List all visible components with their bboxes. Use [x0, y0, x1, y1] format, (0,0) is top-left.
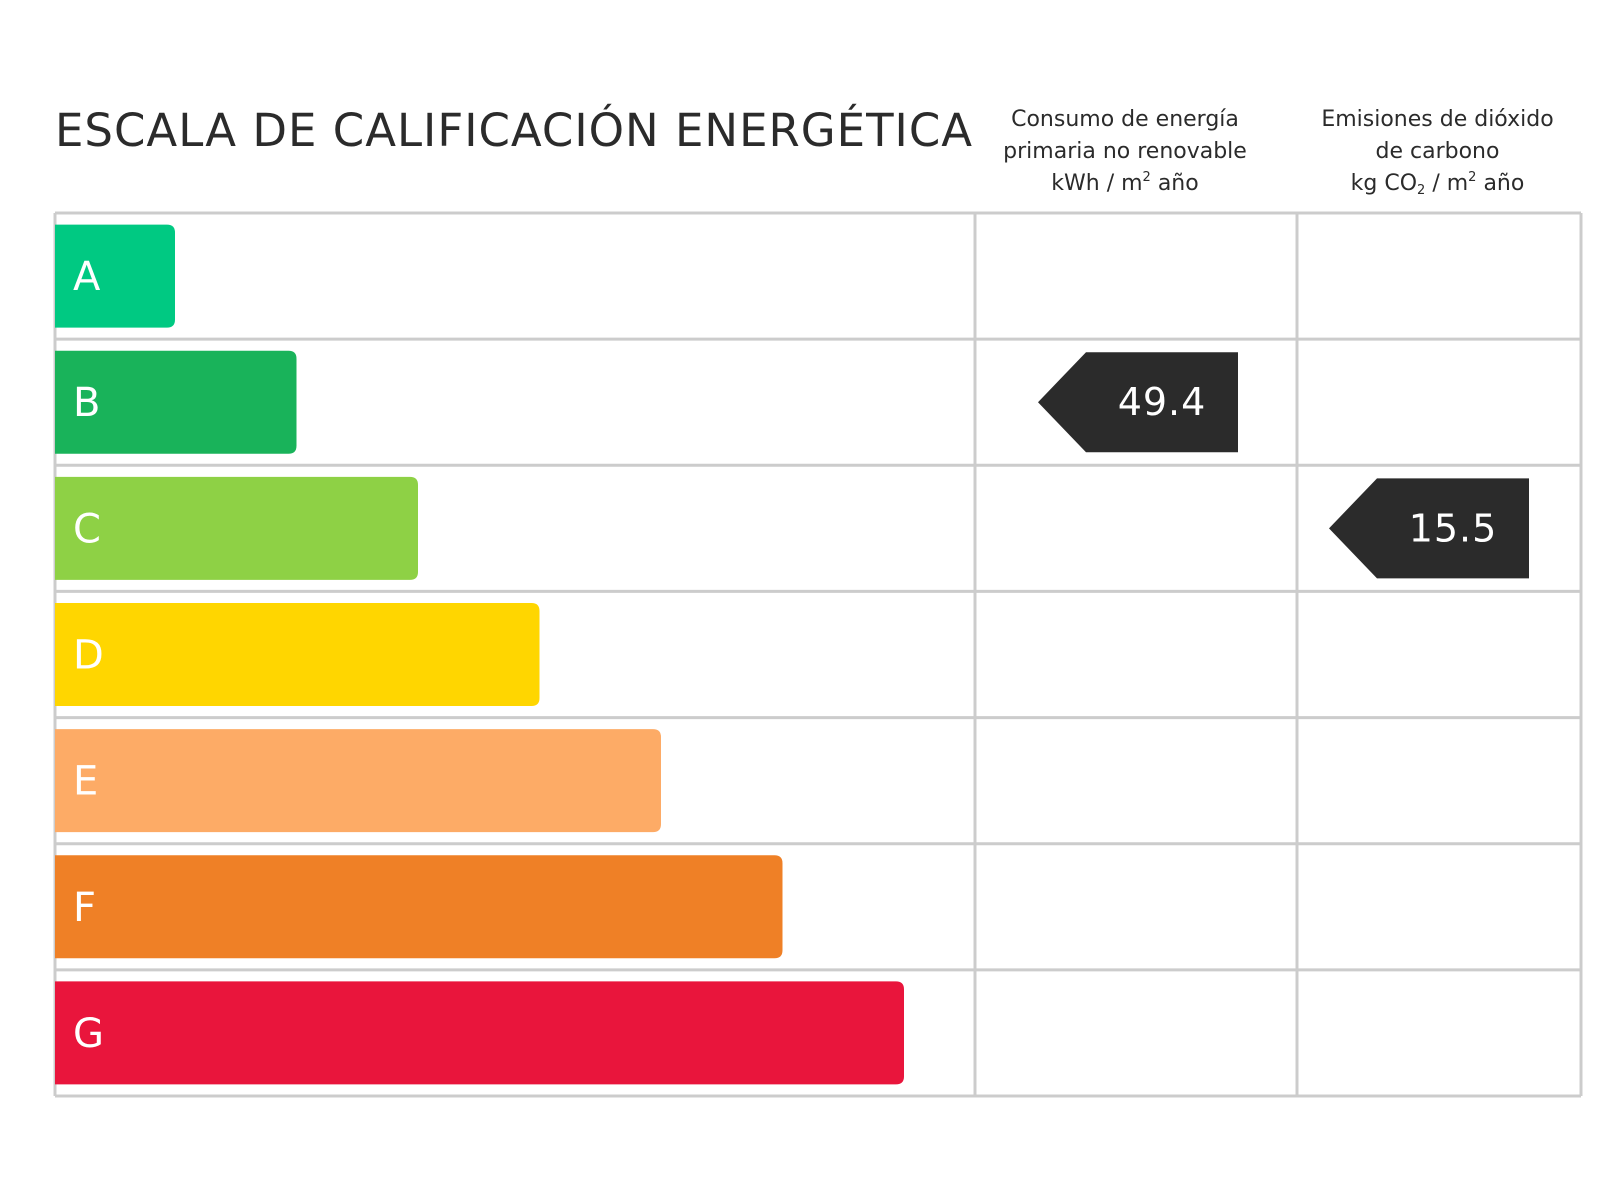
rating-bar-label-d: D — [73, 633, 104, 679]
rating-bar-label-c: C — [73, 506, 101, 552]
rating-bar-fill-c — [55, 476, 418, 580]
co2-indicator-arrow — [1329, 478, 1529, 579]
rating-bar-fill-g — [55, 981, 904, 1085]
rating-bar-fill-a — [55, 224, 175, 328]
energy-header-line1: Consumo de energía — [1011, 107, 1239, 132]
rating-bar-fill-e — [55, 729, 661, 833]
rating-bar-d: D — [55, 603, 540, 706]
rating-bar-fill-f — [55, 855, 783, 959]
energy-indicator-arrow — [1038, 352, 1238, 453]
rating-bar-label-a: A — [73, 254, 101, 300]
rating-bar-label-f: F — [73, 885, 96, 931]
rating-bar-f: F — [55, 855, 783, 959]
rating-bar-a: A — [55, 224, 175, 328]
energy-header-line2: primaria no renovable — [1003, 139, 1247, 164]
rating-bar-g: G — [55, 981, 904, 1085]
rating-bar-c: C — [55, 476, 418, 580]
co2-header-line2: de carbono — [1375, 139, 1500, 164]
rating-bar-label-e: E — [73, 759, 98, 805]
co2-column-header: Emisiones de dióxido de carbono kg CO2 /… — [1290, 104, 1585, 200]
rating-bar-label-g: G — [73, 1011, 104, 1057]
energy-column-header: Consumo de energía primaria no renovable… — [970, 104, 1280, 200]
rating-bar-e: E — [55, 729, 661, 833]
rating-bar-label-b: B — [73, 380, 100, 426]
energy-value-indicator: 49.4 — [1038, 352, 1238, 453]
rating-bar-b: B — [55, 350, 297, 454]
co2-header-unit: kg CO2 / m2 año — [1350, 170, 1525, 198]
co2-header-line1: Emisiones de dióxido — [1321, 107, 1554, 132]
rating-bar-fill-b — [55, 350, 297, 454]
rating-bar-fill-d — [55, 603, 540, 706]
energy-indicator-value: 49.4 — [1118, 380, 1207, 424]
co2-value-indicator: 15.5 — [1329, 478, 1529, 579]
energy-header-unit: kWh / m2 año — [1051, 170, 1199, 196]
chart-title: ESCALA DE CALIFICACIÓN ENERGÉTICA — [55, 104, 974, 157]
co2-indicator-value: 15.5 — [1409, 506, 1498, 550]
